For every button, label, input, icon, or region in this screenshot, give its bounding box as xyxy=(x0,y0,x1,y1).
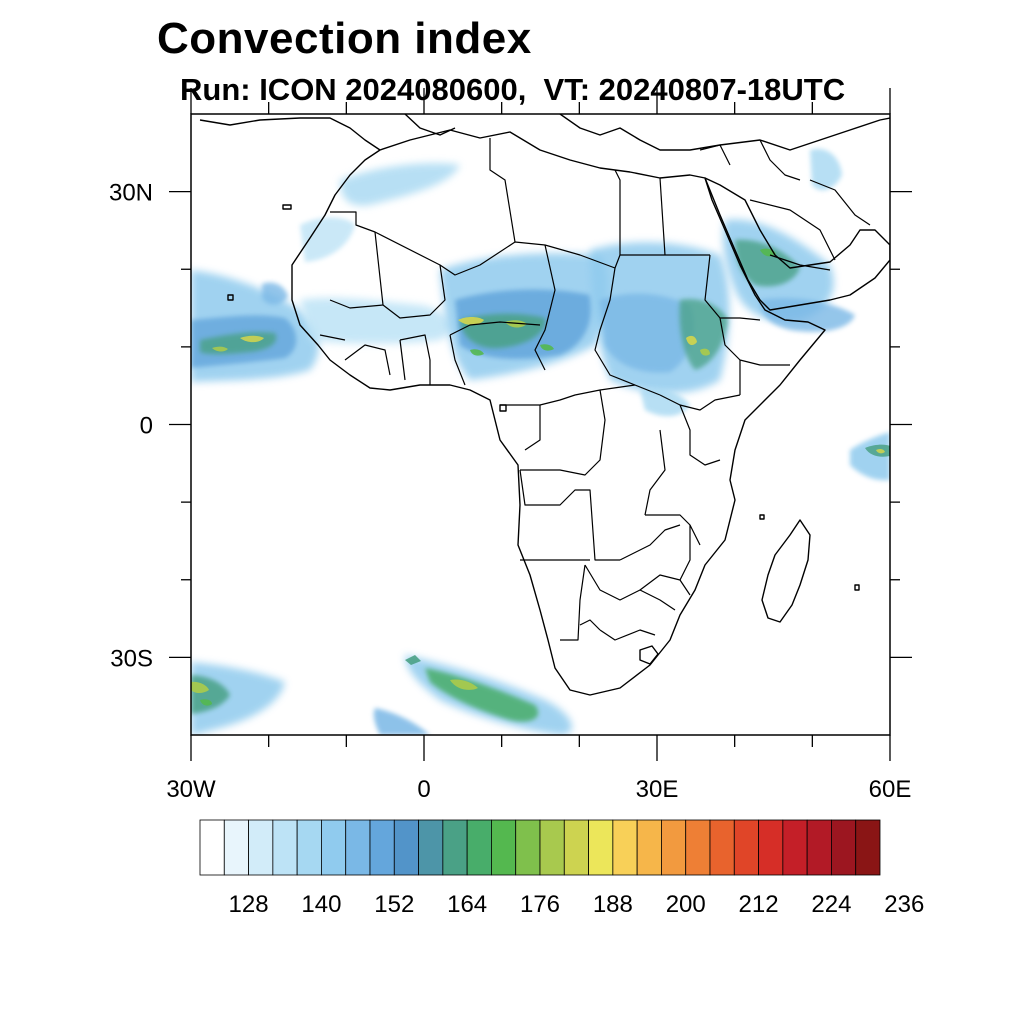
colorbar-box xyxy=(272,819,298,876)
colorbar-box xyxy=(248,819,274,876)
colorbar-box xyxy=(466,819,492,876)
colorbar-box xyxy=(685,819,711,876)
colorbar-box xyxy=(223,819,249,876)
colorbar-box xyxy=(806,819,832,876)
colorbar-box xyxy=(855,819,881,876)
colorbar-box xyxy=(369,819,395,876)
colorbar-box xyxy=(563,819,589,876)
arabia-coastline xyxy=(704,177,890,311)
colorbar xyxy=(199,819,881,876)
colorbar-box xyxy=(321,819,347,876)
colorbar-box xyxy=(491,819,517,876)
lat-tick-label: 30N xyxy=(109,180,153,207)
colorbar-label: 236 xyxy=(884,891,924,918)
convection-area-sudan-ethiopia xyxy=(590,242,730,417)
madagascar-coastline xyxy=(761,519,811,623)
colorbar-box xyxy=(393,819,419,876)
convection-area-southern-ocean-west xyxy=(191,662,285,735)
axis-ticks xyxy=(169,88,912,761)
colorbar-box xyxy=(612,819,638,876)
africa-coastline xyxy=(291,129,826,696)
lon-tick-label: 0 xyxy=(417,776,430,803)
colorbar-box xyxy=(345,819,371,876)
colorbar-box xyxy=(199,819,225,876)
convection-area-sahel-west xyxy=(300,163,460,344)
colorbar-box xyxy=(709,819,735,876)
lon-tick-label: 30W xyxy=(166,776,216,803)
colorbar-box xyxy=(296,819,322,876)
lat-tick-label: 30S xyxy=(110,645,153,672)
colorbar-box xyxy=(782,819,808,876)
colorbar-box xyxy=(661,819,687,876)
colorbar-box xyxy=(636,819,662,876)
colorbar-label: 164 xyxy=(447,891,487,918)
convection-area-indian-ocean xyxy=(850,432,890,481)
country-borders xyxy=(319,138,871,641)
colorbar-box xyxy=(733,819,759,876)
colorbar-box xyxy=(758,819,784,876)
colorbar-labels: 128 140 152 164 176 188 200 212 224 236 xyxy=(229,891,925,918)
lat-tick-label: 0 xyxy=(140,413,153,440)
axis-tick-labels: 30W 0 30E 60E 30N 0 30S xyxy=(109,180,911,803)
convection-field xyxy=(191,148,890,735)
convection-area-nigeria-chad xyxy=(440,253,608,380)
colorbar-label: 200 xyxy=(666,891,706,918)
colorbar-label: 152 xyxy=(374,891,414,918)
colorbar-box xyxy=(588,819,614,876)
convection-area-southern-ocean-south xyxy=(373,655,572,735)
colorbar-box xyxy=(418,819,444,876)
colorbar-label: 176 xyxy=(520,891,560,918)
colorbar-box xyxy=(515,819,541,876)
colorbar-box xyxy=(442,819,468,876)
coastlines xyxy=(199,114,890,696)
colorbar-box xyxy=(539,819,565,876)
colorbar-label: 128 xyxy=(229,891,269,918)
chart-subtitle: Run: ICON 2024080600, VT: 20240807-18UTC xyxy=(180,72,846,107)
chart-title: Convection index xyxy=(157,14,532,63)
lon-tick-label: 30E xyxy=(636,776,679,803)
lon-tick-label: 60E xyxy=(869,776,912,803)
colorbar-label: 212 xyxy=(739,891,779,918)
colorbar-label: 140 xyxy=(301,891,341,918)
colorbar-label: 224 xyxy=(811,891,851,918)
convection-area-atlantic-itcz xyxy=(191,270,319,382)
convection-area-arabia xyxy=(723,148,855,332)
colorbar-label: 188 xyxy=(593,891,633,918)
colorbar-box xyxy=(831,819,857,876)
